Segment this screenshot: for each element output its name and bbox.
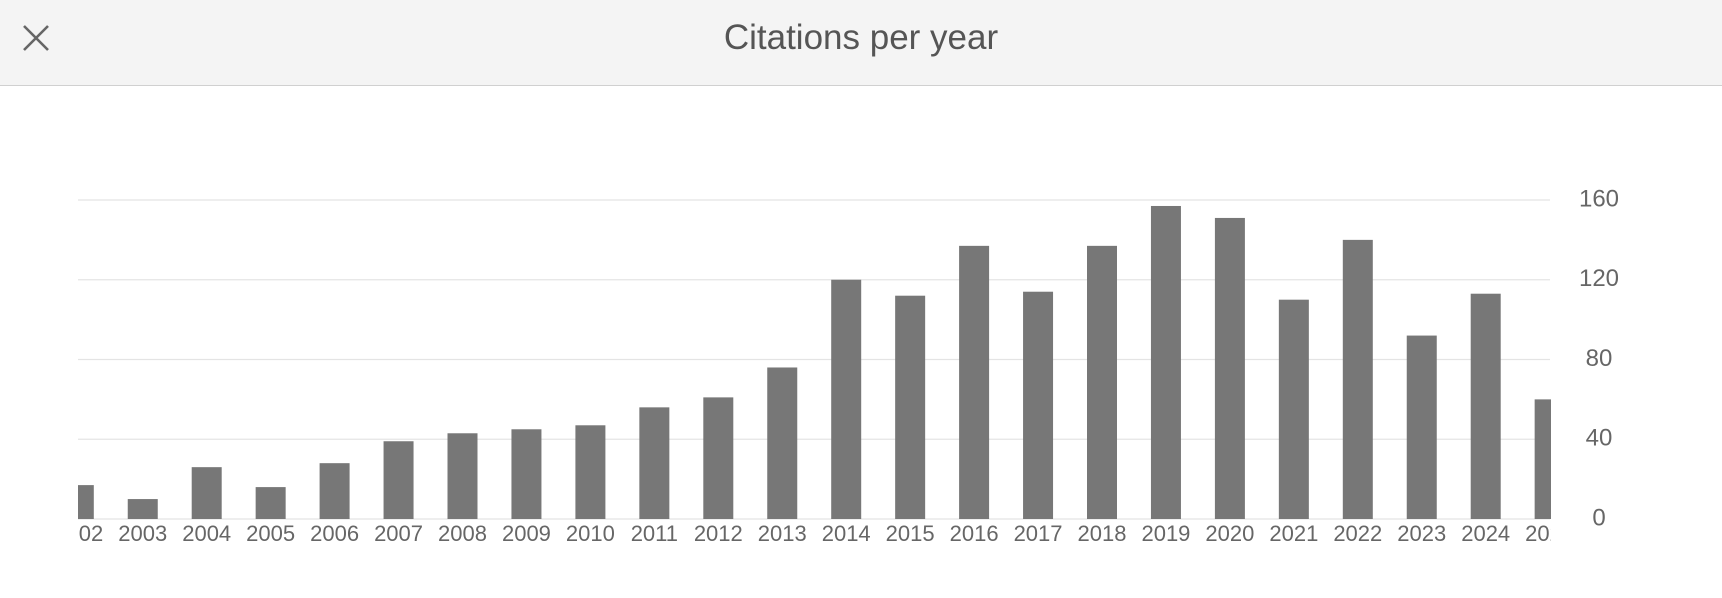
bar <box>1342 239 1373 519</box>
dialog-header: Citations per year <box>0 0 1722 86</box>
y-tick-label: 40 <box>1586 425 1613 452</box>
x-tick-label: 2002 <box>54 521 103 546</box>
x-tick-label: 2004 <box>182 521 231 546</box>
chart: 2002 2003 2004 2005 2006 2007 2008 2009 2010 2011… <box>54 185 1619 546</box>
bar <box>255 487 286 519</box>
bar <box>78 485 94 519</box>
close-button[interactable] <box>20 22 52 54</box>
x-tick-label: 2019 <box>1141 521 1190 546</box>
bar <box>1534 399 1551 519</box>
bar <box>511 429 542 519</box>
x-tick-label: 2010 <box>566 521 615 546</box>
dialog-title: Citations per year <box>723 18 999 57</box>
bar <box>191 467 222 519</box>
bar <box>127 499 158 519</box>
bar <box>639 407 670 519</box>
x-tick-label: 2022 <box>1333 521 1382 546</box>
x-tick-label: 2023 <box>1397 521 1446 546</box>
bar <box>1023 291 1054 519</box>
bar <box>1406 335 1437 519</box>
x-tick-label: 2005 <box>246 521 295 546</box>
bar <box>767 367 798 519</box>
bar <box>831 279 862 519</box>
x-tick-label: 2007 <box>374 521 423 546</box>
bar <box>383 441 414 519</box>
bar <box>1150 205 1181 519</box>
x-tick-label: 2021 <box>1269 521 1318 546</box>
x-tick-label: 2006 <box>310 521 359 546</box>
x-tick-label: 2016 <box>950 521 999 546</box>
x-tick-label: 2003 <box>118 521 167 546</box>
bar <box>895 295 926 519</box>
x-tick-label: 2018 <box>1078 521 1127 546</box>
x-tick-label: 2024 <box>1461 521 1510 546</box>
bar <box>575 425 606 519</box>
x-tick-label: 2025 <box>1525 521 1574 546</box>
bar <box>447 433 478 519</box>
bar <box>1278 299 1309 519</box>
y-tick-label: 0 <box>1592 504 1605 531</box>
x-tick-label: 2014 <box>822 521 871 546</box>
x-tick-label: 2012 <box>694 521 743 546</box>
x-tick-label: 2020 <box>1205 521 1254 546</box>
x-tick-label: 2013 <box>758 521 807 546</box>
bar <box>319 463 350 519</box>
bar <box>959 245 990 519</box>
bar <box>1214 217 1245 519</box>
bar <box>1087 245 1117 519</box>
x-tick-label: 2017 <box>1014 521 1063 546</box>
bar <box>703 397 734 519</box>
x-tick-label: 2011 <box>631 521 678 546</box>
x-tick-label: 2008 <box>438 521 487 546</box>
x-tick-label: 2015 <box>886 521 935 546</box>
y-tick-label: 160 <box>1579 185 1619 212</box>
x-tick-label: 2009 <box>502 521 551 546</box>
bar <box>1470 293 1501 519</box>
y-tick-label: 80 <box>1586 345 1613 372</box>
y-tick-label: 120 <box>1579 265 1619 292</box>
